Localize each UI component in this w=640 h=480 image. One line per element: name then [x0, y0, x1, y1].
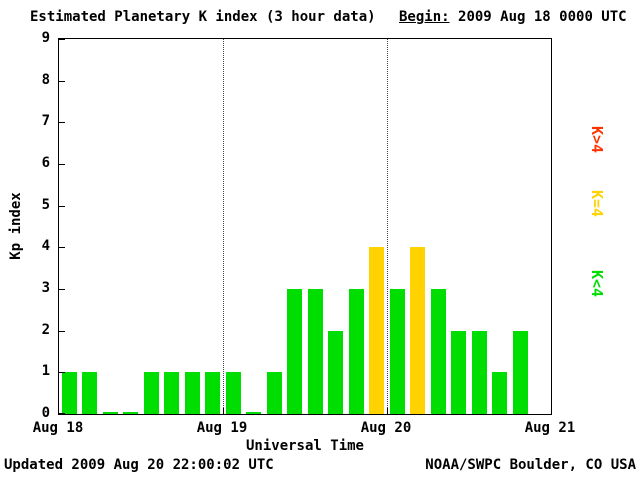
kp-bar — [143, 372, 159, 414]
day-boundary-gridline — [223, 39, 224, 414]
y-tick-label: 8 — [41, 71, 50, 88]
kp-bar — [451, 330, 467, 414]
y-tick-label: 4 — [41, 238, 50, 255]
kp-bar — [82, 372, 98, 414]
x-axis-tick — [223, 408, 224, 414]
kp-bar — [430, 289, 446, 414]
kp-bar — [266, 372, 282, 414]
begin-value: 2009 Aug 18 0000 UTC — [458, 9, 627, 25]
kp-bar — [184, 372, 200, 414]
kp-bar — [410, 247, 426, 414]
kp-bar — [389, 289, 405, 414]
y-tick-label: 5 — [41, 196, 50, 213]
legend-item: K=4 — [588, 190, 606, 218]
y-axis-tick — [59, 39, 65, 40]
y-tick-label: 9 — [41, 30, 50, 46]
kp-bar — [164, 372, 180, 414]
y-axis-tick — [59, 289, 65, 290]
kp-bar — [512, 330, 528, 414]
y-axis-tick — [59, 372, 65, 374]
kp-bar — [205, 372, 221, 414]
kp-bar — [307, 289, 323, 414]
x-tick-label: Aug 18 — [32, 420, 84, 436]
kp-bar — [328, 330, 344, 414]
x-tick-label: Aug 19 — [196, 420, 248, 436]
y-tick-label: 0 — [41, 405, 50, 421]
y-tick-label: 7 — [41, 113, 50, 130]
kp-bar — [225, 372, 241, 414]
kp-bar — [287, 289, 303, 414]
kp-bar — [61, 372, 77, 414]
y-axis-label: Kp index — [8, 192, 24, 260]
kp-bar — [369, 247, 385, 414]
y-axis-tick — [59, 247, 65, 249]
y-axis-tick — [59, 330, 65, 332]
y-tick-label: 2 — [41, 321, 50, 338]
y-axis-tick — [59, 164, 65, 165]
kp-bar — [471, 330, 487, 414]
y-tick-label: 3 — [41, 280, 50, 296]
chart-title: Estimated Planetary K index (3 hour data… — [30, 9, 376, 25]
kp-bar — [123, 412, 139, 414]
plot-area — [58, 38, 552, 415]
day-boundary-gridline — [387, 39, 388, 414]
begin-label: Begin: — [399, 9, 450, 25]
y-axis-tick — [59, 205, 65, 207]
x-axis-label: Universal Time — [245, 438, 364, 454]
kp-bar — [102, 412, 118, 414]
kp-bar — [246, 412, 262, 414]
x-tick-label: Aug 20 — [360, 420, 412, 436]
begin-annotation: Begin: 2009 Aug 18 0000 UTC — [399, 9, 627, 25]
kp-bar — [492, 372, 508, 414]
legend-item: K>4 — [588, 126, 606, 154]
kp-bar — [348, 289, 364, 414]
y-axis-tick — [59, 80, 65, 82]
y-axis-tick — [59, 122, 65, 124]
legend-item: K<4 — [588, 270, 606, 298]
source-credit: NOAA/SWPC Boulder, CO USA — [425, 457, 636, 473]
y-tick-label: 1 — [41, 363, 50, 380]
x-tick-label: Aug 21 — [524, 420, 576, 436]
y-tick-label: 6 — [41, 155, 50, 171]
updated-timestamp: Updated 2009 Aug 20 22:00:02 UTC — [4, 457, 274, 473]
x-axis-tick — [387, 408, 388, 414]
y-axis-tick — [59, 413, 65, 414]
